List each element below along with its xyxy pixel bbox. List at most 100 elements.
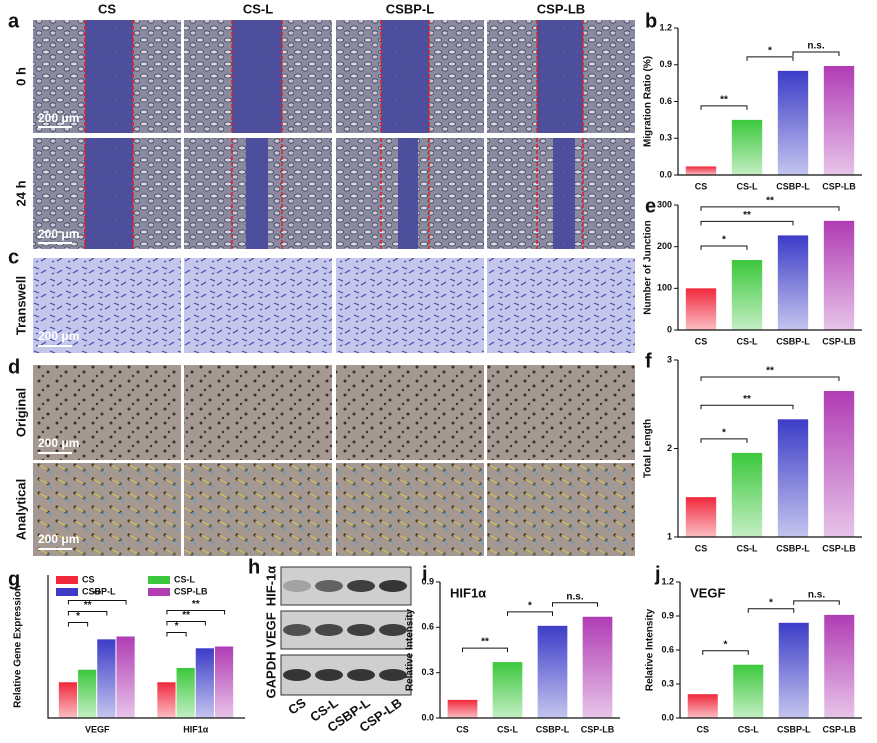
blot-band bbox=[347, 669, 375, 681]
x-tick-label: CSBP-L bbox=[777, 724, 811, 734]
y-axis-label: Migration Ratio (%) bbox=[643, 56, 654, 147]
significance-label: * bbox=[722, 235, 726, 246]
bar bbox=[731, 452, 763, 537]
bar bbox=[582, 616, 613, 718]
y-tick-label: 0.3 bbox=[659, 133, 672, 143]
significance-label: n.s. bbox=[808, 590, 825, 601]
significance-label: ** bbox=[766, 366, 774, 377]
wound-area bbox=[537, 20, 583, 133]
significance-label: n.s. bbox=[807, 41, 824, 52]
y-tick-label: 0.9 bbox=[421, 576, 434, 586]
y-tick-label: 0 bbox=[667, 324, 672, 334]
bar bbox=[537, 625, 568, 718]
chart: CS CS-L CSBP-L CSP-LB * * n.s. 0.0 0.3 0.6 0.9 1.2 R… bbox=[645, 576, 862, 734]
significance-bracket bbox=[700, 438, 748, 443]
y-tick-label: 100 bbox=[657, 283, 672, 293]
significance-label: ** bbox=[192, 599, 200, 610]
significance-bracket bbox=[702, 650, 749, 655]
panel-label: e bbox=[645, 195, 656, 217]
bar bbox=[157, 682, 176, 718]
bar bbox=[685, 288, 717, 330]
x-tick-label: CSP-LB bbox=[822, 543, 856, 553]
legend-swatch bbox=[148, 576, 170, 584]
wound-area bbox=[85, 20, 133, 133]
significance-label: * bbox=[76, 611, 80, 622]
significance-label: ** bbox=[720, 95, 728, 106]
significance-label: * bbox=[722, 428, 726, 439]
significance-bracket bbox=[700, 245, 748, 250]
y-tick-label: 300 bbox=[657, 199, 672, 209]
blot-band bbox=[379, 669, 407, 681]
legend-label: CSBP-L bbox=[82, 586, 116, 596]
significance-bracket bbox=[700, 206, 840, 211]
micrograph bbox=[487, 365, 635, 460]
significance-bracket bbox=[507, 611, 553, 616]
significance-bracket bbox=[67, 599, 127, 605]
significance-label: ** bbox=[766, 195, 774, 206]
column-header: CS bbox=[98, 1, 116, 16]
y-axis-label: Relative Intensity bbox=[405, 608, 416, 691]
y-tick-label: 0.0 bbox=[661, 712, 674, 722]
row-label: 0 h bbox=[13, 67, 28, 86]
wound-area bbox=[398, 138, 418, 249]
micrograph bbox=[184, 463, 332, 556]
x-tick-label: CSP-LB bbox=[823, 724, 857, 734]
row-label: Original bbox=[13, 388, 28, 437]
wound-area bbox=[246, 138, 268, 249]
x-tick-label: CSBP-L bbox=[536, 724, 570, 734]
significance-bracket bbox=[747, 608, 795, 613]
bar bbox=[687, 694, 718, 718]
column-header: CSP-LB bbox=[537, 1, 585, 16]
row-label: Analytical bbox=[13, 479, 28, 540]
significance-bracket bbox=[700, 376, 840, 381]
chart-title: HIF1α bbox=[450, 585, 486, 600]
significance-label: ** bbox=[743, 394, 751, 405]
blot-band bbox=[283, 580, 311, 592]
bar bbox=[78, 669, 97, 718]
blot-band bbox=[315, 669, 343, 681]
column-header: CS-L bbox=[243, 1, 273, 16]
blot-band bbox=[379, 624, 407, 636]
y-tick-label: 1 bbox=[667, 531, 672, 541]
protein-label: VEGF bbox=[263, 612, 278, 647]
micrograph bbox=[487, 463, 635, 556]
legend-label: CSP-LB bbox=[174, 586, 208, 596]
protein-label: HIF-1α bbox=[263, 566, 278, 607]
bar bbox=[685, 497, 717, 537]
scale-bar-label: 200 μm bbox=[38, 227, 79, 241]
x-tick-label: CS bbox=[696, 724, 709, 734]
bar bbox=[195, 648, 214, 718]
y-tick-label: 0.9 bbox=[661, 610, 674, 620]
x-tick-label: CS-L bbox=[738, 724, 759, 734]
bar bbox=[176, 667, 195, 718]
wound-area bbox=[381, 20, 429, 133]
legend-swatch bbox=[56, 576, 78, 584]
y-tick-label: 0.3 bbox=[661, 678, 674, 688]
scale-bar-label: 200 μm bbox=[38, 111, 79, 125]
significance-bracket bbox=[166, 621, 206, 626]
bar bbox=[492, 662, 523, 718]
blot-band bbox=[283, 669, 311, 681]
significance-bracket bbox=[700, 404, 794, 410]
y-tick-label: 0.6 bbox=[421, 622, 434, 632]
x-tick-label: CS-L bbox=[497, 724, 518, 734]
y-tick-label: 0.9 bbox=[659, 59, 672, 69]
significance-bracket bbox=[700, 105, 748, 110]
y-tick-label: 1.2 bbox=[661, 576, 674, 586]
bar bbox=[116, 636, 135, 718]
x-tick-label: CS bbox=[695, 181, 708, 191]
micrograph bbox=[184, 258, 332, 353]
panel-label: i bbox=[422, 563, 428, 585]
chart: CS CS-L CSBP-L CSP-LB***n.s.0.00.30.60.9Rel… bbox=[405, 576, 620, 734]
wound-area bbox=[85, 138, 133, 249]
y-axis-label: Relative Intensity bbox=[645, 608, 656, 691]
blot-band bbox=[315, 580, 343, 592]
micrograph bbox=[487, 258, 635, 353]
x-tick-label: CSBP-L bbox=[776, 336, 810, 346]
legend-swatch bbox=[148, 588, 170, 596]
x-tick-label: CS-L bbox=[737, 543, 758, 553]
significance-label: ** bbox=[743, 210, 751, 221]
panel-label: c bbox=[8, 246, 19, 268]
